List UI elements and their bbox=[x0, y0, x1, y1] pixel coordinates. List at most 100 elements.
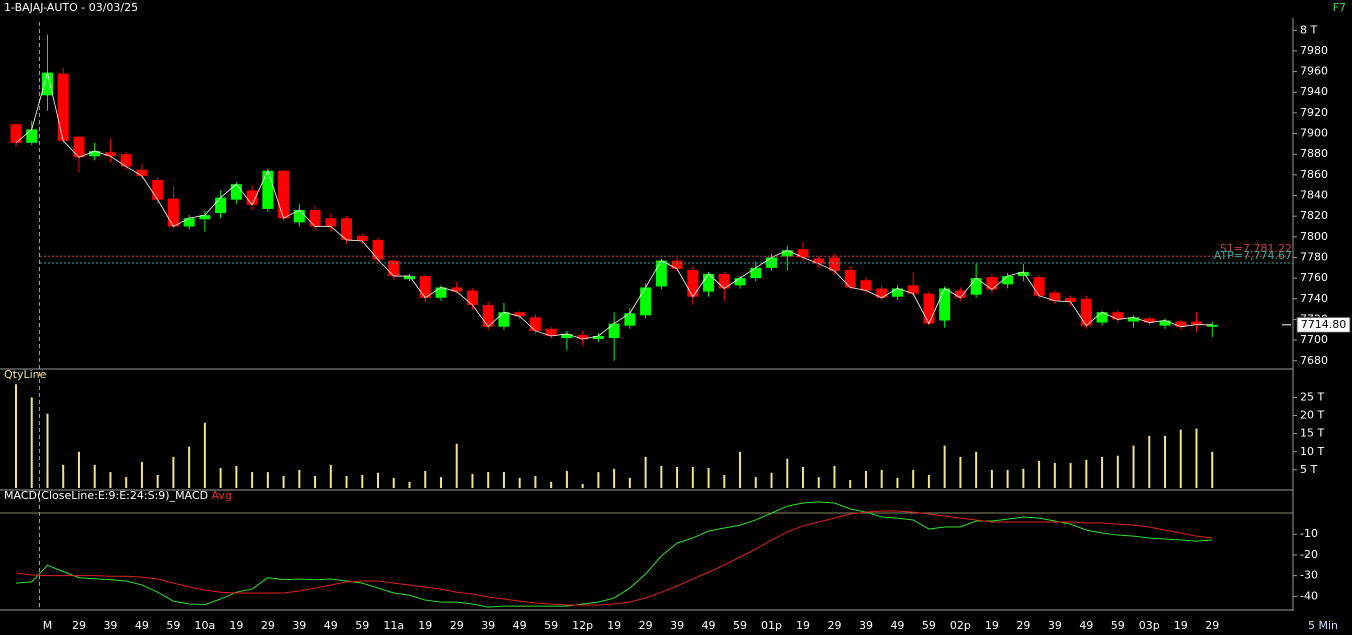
volume-bar bbox=[235, 465, 238, 488]
candle-body bbox=[1017, 271, 1029, 277]
last-price-label: 7714.80 bbox=[1301, 318, 1347, 331]
x-tick-label: 59 bbox=[733, 619, 747, 632]
candle-body bbox=[624, 313, 636, 326]
volume-bar bbox=[15, 384, 17, 488]
y-tick-label: 15 T bbox=[1300, 427, 1324, 440]
y-tick-label: 5 T bbox=[1300, 463, 1317, 476]
y-tick-label: 7960 bbox=[1300, 65, 1328, 78]
volume-bar bbox=[581, 484, 584, 488]
candle-body bbox=[640, 287, 652, 316]
x-tick-label: 29 bbox=[450, 619, 464, 632]
volume-bar bbox=[62, 464, 65, 488]
y-tick-label: -40 bbox=[1300, 589, 1318, 602]
volume-bar bbox=[314, 476, 317, 488]
candle-body bbox=[26, 129, 38, 143]
y-tick-label: 20 T bbox=[1300, 409, 1324, 422]
volume-bar bbox=[408, 481, 411, 488]
y-tick-label: 7840 bbox=[1300, 189, 1328, 202]
y-tick-label: -20 bbox=[1300, 548, 1318, 561]
volume-bar bbox=[392, 477, 395, 488]
candle-body bbox=[1065, 297, 1077, 302]
volume-bar bbox=[676, 466, 679, 488]
volume-bar bbox=[1053, 462, 1056, 488]
volume-bar bbox=[266, 472, 269, 488]
candle-body bbox=[293, 209, 305, 223]
volume-bar bbox=[518, 477, 521, 488]
volume-bar bbox=[833, 465, 836, 488]
volume-bar bbox=[864, 470, 867, 488]
volume-bar bbox=[550, 481, 553, 488]
candle-body bbox=[1080, 298, 1092, 326]
x-tick-label: 39 bbox=[859, 619, 873, 632]
candle-body bbox=[923, 293, 935, 324]
candle-body bbox=[1206, 324, 1218, 327]
legend-entry: Avg bbox=[212, 489, 232, 502]
indicator-name: MACD(CloseLine:E:9:E:24:S:9) bbox=[4, 489, 170, 502]
volume-bar bbox=[172, 456, 175, 488]
candle-body bbox=[1128, 317, 1140, 322]
volume-bar bbox=[1148, 435, 1151, 488]
candle-body bbox=[1033, 277, 1045, 296]
candle-body bbox=[41, 72, 53, 96]
candle-body bbox=[1159, 320, 1171, 326]
y-tick-label: 25 T bbox=[1300, 390, 1324, 403]
volume-bar bbox=[329, 464, 332, 488]
chart-title: 1-BAJAJ-AUTO - 03/03/25 bbox=[4, 1, 138, 14]
volume-bar bbox=[613, 468, 616, 488]
volume-bar bbox=[1038, 460, 1041, 488]
candle-body bbox=[356, 235, 368, 241]
x-tick-label: 49 bbox=[1079, 619, 1093, 632]
candle-body bbox=[309, 209, 321, 227]
x-tick-label: 29 bbox=[72, 619, 86, 632]
legend-entry: _MACD bbox=[169, 489, 208, 502]
candle-body bbox=[183, 218, 195, 227]
x-tick-label: 59 bbox=[1111, 619, 1125, 632]
candle-body bbox=[246, 190, 258, 205]
x-tick-label: 49 bbox=[513, 619, 527, 632]
volume-bar bbox=[849, 480, 852, 488]
volume-bar bbox=[251, 472, 254, 488]
candle-body bbox=[703, 274, 715, 292]
candle-body bbox=[104, 152, 116, 157]
x-tick-label: 01p bbox=[761, 619, 782, 632]
x-tick-label: 39 bbox=[292, 619, 306, 632]
candle-body bbox=[325, 218, 337, 227]
volume-bar bbox=[439, 477, 442, 488]
x-tick-label: 29 bbox=[1016, 619, 1030, 632]
candle-body bbox=[781, 250, 793, 257]
volume-bar bbox=[471, 473, 474, 488]
volume-bar bbox=[707, 468, 710, 488]
candle-body bbox=[734, 278, 746, 286]
volume-bar bbox=[597, 472, 600, 488]
candle-body bbox=[592, 335, 604, 340]
candle-body bbox=[687, 269, 699, 297]
candle-body bbox=[167, 198, 179, 227]
panel-title: MACD(CloseLine:E:9:E:24:S:9)_MACD Avg bbox=[4, 489, 232, 502]
last-price-box bbox=[1296, 316, 1351, 333]
volume-bar bbox=[156, 474, 159, 488]
volume-bar bbox=[30, 397, 33, 488]
x-tick-label: 29 bbox=[261, 619, 275, 632]
x-tick-label: 39 bbox=[103, 619, 117, 632]
candle-body bbox=[1191, 321, 1202, 325]
candle-body bbox=[341, 218, 353, 240]
volume-bar bbox=[1164, 435, 1167, 488]
interval-label: 5 Min bbox=[1308, 619, 1338, 632]
candle-body bbox=[10, 124, 22, 143]
volume-bar bbox=[487, 472, 490, 488]
volume-bar bbox=[943, 445, 946, 488]
volume-bar bbox=[93, 464, 96, 488]
x-tick-label: 29 bbox=[1205, 619, 1219, 632]
candle-body bbox=[1112, 312, 1124, 320]
y-tick-label: 8 T bbox=[1300, 23, 1317, 36]
x-tick-label: 02p bbox=[950, 619, 971, 632]
x-tick-label: 11a bbox=[383, 619, 404, 632]
volume-bar bbox=[298, 469, 301, 488]
volume-bar bbox=[125, 477, 128, 488]
candle-body bbox=[1049, 292, 1061, 301]
volume-bar bbox=[817, 477, 820, 488]
volume-bar bbox=[1022, 468, 1025, 488]
hotkey: F7 bbox=[1333, 1, 1346, 14]
y-tick-label: 7860 bbox=[1300, 168, 1328, 181]
